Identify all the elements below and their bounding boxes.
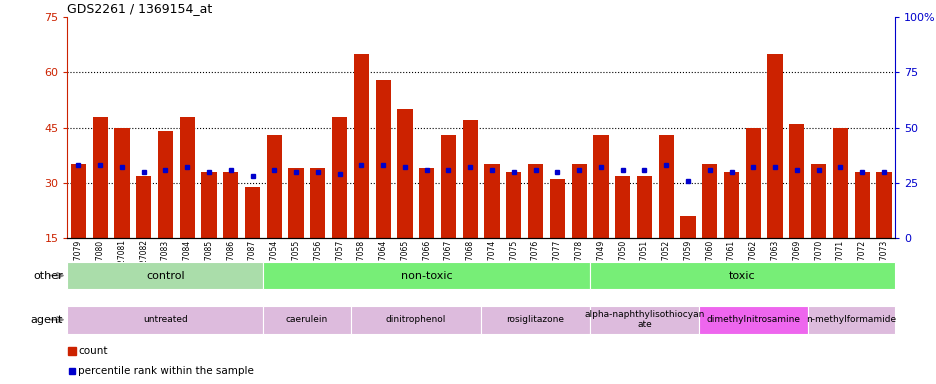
Text: agent: agent <box>30 314 63 325</box>
Text: percentile rank within the sample: percentile rank within the sample <box>79 366 254 376</box>
Bar <box>811 164 826 238</box>
Bar <box>136 175 151 238</box>
Bar <box>244 187 260 238</box>
Text: dinitrophenol: dinitrophenol <box>386 315 446 324</box>
Bar <box>263 262 590 290</box>
Text: other: other <box>33 270 63 281</box>
Bar <box>93 117 108 238</box>
Text: GDS2261 / 1369154_at: GDS2261 / 1369154_at <box>67 2 212 15</box>
Bar <box>807 306 894 333</box>
Bar <box>505 172 520 238</box>
Bar <box>157 131 173 238</box>
Bar <box>375 80 390 238</box>
Text: count: count <box>79 346 108 356</box>
Bar <box>223 172 238 238</box>
Text: alpha-naphthylisothiocyan
ate: alpha-naphthylisothiocyan ate <box>584 310 704 329</box>
Bar <box>331 117 347 238</box>
Bar <box>310 168 325 238</box>
Bar <box>267 135 282 238</box>
Text: non-toxic: non-toxic <box>401 270 452 281</box>
Bar <box>180 117 195 238</box>
Text: control: control <box>146 270 184 281</box>
Bar <box>288 168 303 238</box>
Bar <box>484 164 499 238</box>
Bar <box>67 306 263 333</box>
Bar <box>698 306 807 333</box>
Bar <box>70 164 86 238</box>
Bar <box>614 175 630 238</box>
Bar <box>854 172 869 238</box>
Bar <box>114 128 129 238</box>
Bar <box>875 172 891 238</box>
Bar <box>701 164 717 238</box>
Text: n-methylformamide: n-methylformamide <box>805 315 896 324</box>
Bar <box>571 164 586 238</box>
Bar <box>527 164 543 238</box>
Bar <box>590 262 894 290</box>
Bar <box>397 109 412 238</box>
Bar <box>724 172 739 238</box>
Bar <box>263 306 350 333</box>
Bar <box>636 175 651 238</box>
Bar <box>767 54 782 238</box>
Text: toxic: toxic <box>728 270 755 281</box>
Bar <box>354 54 369 238</box>
Bar <box>590 306 698 333</box>
Bar <box>480 306 590 333</box>
Bar <box>549 179 564 238</box>
Bar <box>462 120 477 238</box>
Bar <box>418 168 434 238</box>
Text: dimethylnitrosamine: dimethylnitrosamine <box>706 315 799 324</box>
Bar <box>441 135 456 238</box>
Bar <box>592 135 607 238</box>
Bar <box>680 216 695 238</box>
Bar <box>201 172 216 238</box>
Bar <box>67 262 263 290</box>
Text: untreated: untreated <box>143 315 187 324</box>
Bar <box>350 306 480 333</box>
Text: rosiglitazone: rosiglitazone <box>506 315 564 324</box>
Bar <box>658 135 673 238</box>
Text: caerulein: caerulein <box>285 315 328 324</box>
Bar <box>788 124 804 238</box>
Bar <box>745 128 760 238</box>
Bar <box>832 128 847 238</box>
